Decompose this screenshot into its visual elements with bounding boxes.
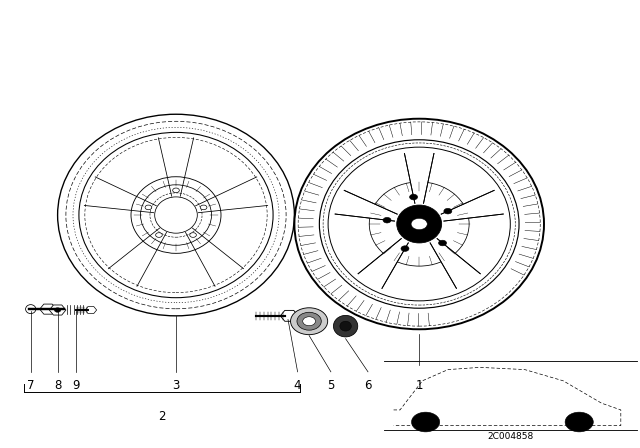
Circle shape [410, 194, 417, 200]
Ellipse shape [26, 305, 36, 314]
Polygon shape [430, 239, 480, 289]
Ellipse shape [291, 308, 328, 335]
Ellipse shape [297, 312, 321, 330]
Circle shape [401, 246, 409, 251]
Text: 3: 3 [172, 379, 180, 392]
Circle shape [411, 218, 428, 230]
Ellipse shape [333, 315, 358, 337]
Circle shape [200, 205, 207, 210]
Text: 2: 2 [158, 410, 166, 423]
Circle shape [412, 412, 440, 432]
Polygon shape [358, 239, 408, 289]
Ellipse shape [340, 321, 351, 331]
Circle shape [444, 208, 452, 214]
Text: 2C004858: 2C004858 [487, 432, 534, 441]
Text: 4: 4 [294, 379, 301, 392]
Circle shape [189, 233, 196, 237]
Text: 8: 8 [54, 379, 61, 392]
Polygon shape [404, 152, 434, 203]
Ellipse shape [397, 205, 442, 243]
Text: 5: 5 [327, 379, 335, 392]
Circle shape [565, 412, 593, 432]
Text: 6: 6 [364, 379, 372, 392]
Circle shape [438, 240, 447, 246]
Text: 1: 1 [415, 379, 423, 392]
Circle shape [173, 188, 179, 193]
Circle shape [54, 308, 61, 312]
Text: 9: 9 [72, 379, 79, 392]
Circle shape [383, 217, 391, 223]
Polygon shape [441, 190, 503, 221]
Circle shape [145, 205, 152, 210]
Text: 7: 7 [27, 379, 35, 392]
Polygon shape [335, 190, 397, 221]
Circle shape [303, 317, 316, 326]
Circle shape [156, 233, 163, 237]
